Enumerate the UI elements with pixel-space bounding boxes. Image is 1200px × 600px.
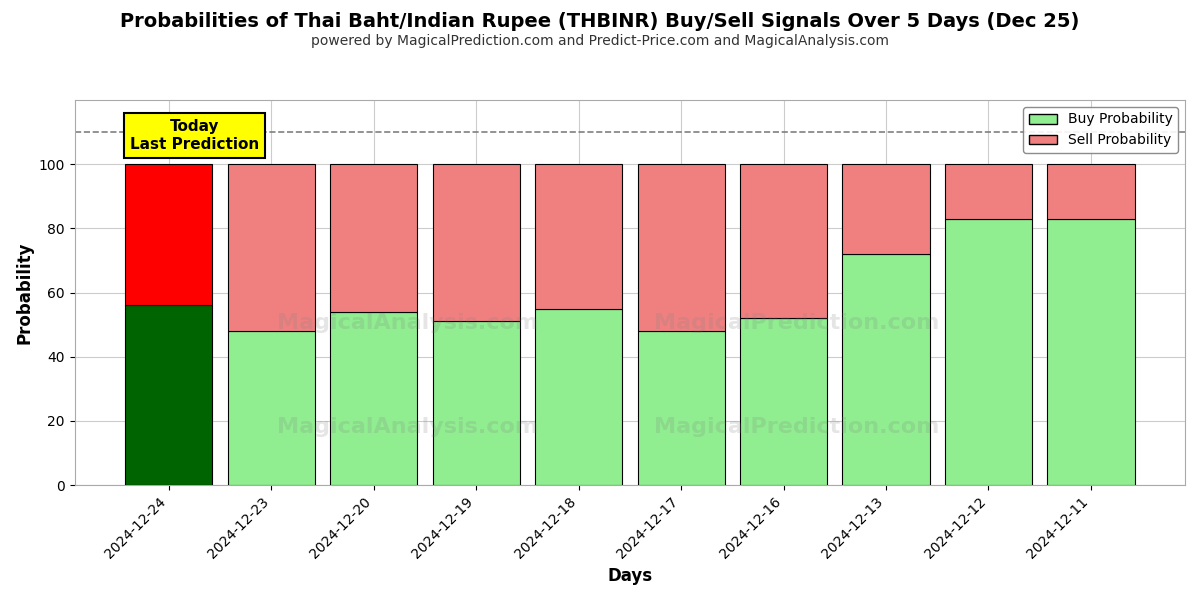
Text: Today
Last Prediction: Today Last Prediction: [130, 119, 259, 152]
Legend: Buy Probability, Sell Probability: Buy Probability, Sell Probability: [1024, 107, 1178, 153]
Bar: [842, 254, 930, 485]
Bar: [740, 318, 827, 485]
Bar: [432, 164, 520, 322]
Bar: [1048, 164, 1134, 219]
Bar: [1048, 219, 1134, 485]
Bar: [842, 164, 930, 254]
Text: powered by MagicalPrediction.com and Predict-Price.com and MagicalAnalysis.com: powered by MagicalPrediction.com and Pre…: [311, 34, 889, 48]
Y-axis label: Probability: Probability: [16, 241, 34, 344]
Bar: [228, 331, 314, 485]
Bar: [637, 164, 725, 331]
Bar: [535, 308, 622, 485]
Bar: [740, 164, 827, 318]
Text: MagicalPrediction.com: MagicalPrediction.com: [654, 313, 940, 334]
Bar: [535, 164, 622, 308]
Bar: [125, 305, 212, 485]
Bar: [330, 164, 418, 312]
Bar: [228, 164, 314, 331]
Bar: [944, 164, 1032, 219]
Text: MagicalAnalysis.com: MagicalAnalysis.com: [277, 418, 539, 437]
Text: Probabilities of Thai Baht/Indian Rupee (THBINR) Buy/Sell Signals Over 5 Days (D: Probabilities of Thai Baht/Indian Rupee …: [120, 12, 1080, 31]
Text: MagicalAnalysis.com: MagicalAnalysis.com: [277, 313, 539, 334]
Bar: [330, 312, 418, 485]
Bar: [432, 322, 520, 485]
Text: MagicalPrediction.com: MagicalPrediction.com: [654, 418, 940, 437]
Bar: [944, 219, 1032, 485]
Bar: [637, 331, 725, 485]
X-axis label: Days: Days: [607, 567, 653, 585]
Bar: [125, 164, 212, 305]
